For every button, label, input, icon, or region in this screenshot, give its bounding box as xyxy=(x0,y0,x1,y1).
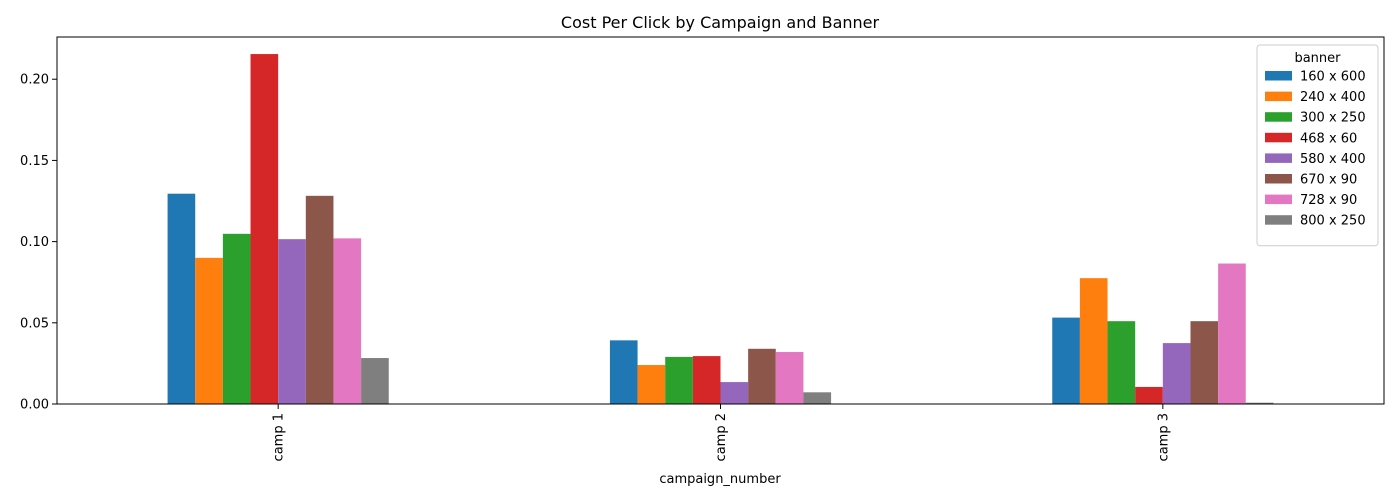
bar-240x400-camp-2 xyxy=(637,365,666,404)
legend-entry: 240 x 400 xyxy=(1300,90,1366,105)
y-tick-label: 0.00 xyxy=(20,398,49,413)
legend-entry: 580 x 400 xyxy=(1300,152,1366,167)
bar-800x250-camp-1 xyxy=(361,358,389,404)
bar-468x60-camp-3 xyxy=(1135,386,1163,404)
bars-group xyxy=(167,54,1274,405)
bar-800x250-camp-3 xyxy=(1245,402,1274,404)
legend-entry: 300 x 250 xyxy=(1300,111,1366,126)
legend-swatch xyxy=(1265,215,1292,225)
legend-entry: 800 x 250 xyxy=(1300,214,1366,229)
legend-swatch xyxy=(1265,174,1292,184)
bar-728x90-camp-1 xyxy=(333,238,362,404)
legend-entry: 160 x 600 xyxy=(1300,70,1366,85)
x-tick-label: camp 3 xyxy=(1156,413,1171,461)
bar-728x90-camp-3 xyxy=(1218,263,1246,404)
y-tick-label: 0.05 xyxy=(20,316,49,331)
bar-580x400-camp-1 xyxy=(278,239,306,404)
legend-entry: 670 x 90 xyxy=(1300,173,1357,188)
bar-240x400-camp-3 xyxy=(1079,278,1108,404)
x-tick-label: camp 1 xyxy=(272,413,287,461)
bar-468x60-camp-1 xyxy=(250,54,279,405)
y-tick-label: 0.15 xyxy=(20,154,49,169)
x-tick-label: camp 2 xyxy=(714,413,729,461)
legend-swatch xyxy=(1265,71,1292,81)
legend-swatch xyxy=(1265,112,1292,122)
x-axis-label: campaign_number xyxy=(659,472,781,487)
legend: banner 160 x 600 240 x 400 300 x 250 468 x 6… xyxy=(1256,44,1379,247)
bar-160x600-camp-3 xyxy=(1052,317,1080,404)
bar-300x250-camp-3 xyxy=(1107,321,1136,404)
bar-670x90-camp-2 xyxy=(748,348,776,404)
bar-670x90-camp-3 xyxy=(1190,321,1219,404)
bar-580x400-camp-3 xyxy=(1162,343,1191,404)
legend-entry: 728 x 90 xyxy=(1300,193,1357,208)
chart-title: Cost Per Click by Campaign and Banner xyxy=(561,13,880,32)
plot-frame xyxy=(56,36,1385,405)
y-axis: 0.00 0.05 0.10 0.15 0.20 xyxy=(20,73,57,413)
y-tick-label: 0.10 xyxy=(20,235,49,250)
bar-160x600-camp-2 xyxy=(609,340,638,404)
bar-300x250-camp-2 xyxy=(665,356,693,404)
bar-468x60-camp-2 xyxy=(692,356,721,404)
bar-670x90-camp-1 xyxy=(305,195,334,404)
legend-swatch xyxy=(1265,91,1292,102)
legend-entry: 468 x 60 xyxy=(1300,131,1357,146)
bar-160x600-camp-1 xyxy=(167,193,196,404)
legend-swatch xyxy=(1265,194,1292,205)
bar-240x400-camp-1 xyxy=(195,257,223,404)
bar-800x250-camp-2 xyxy=(803,392,832,404)
bar-728x90-camp-2 xyxy=(775,352,804,404)
x-axis: camp 1 camp 2 camp 3 xyxy=(272,404,1171,461)
legend-swatch xyxy=(1265,132,1292,143)
y-tick-label: 0.20 xyxy=(20,73,49,88)
bar-580x400-camp-2 xyxy=(720,382,749,404)
legend-title: banner xyxy=(1294,51,1341,66)
legend-swatch xyxy=(1265,153,1292,163)
bar-300x250-camp-1 xyxy=(222,233,251,404)
